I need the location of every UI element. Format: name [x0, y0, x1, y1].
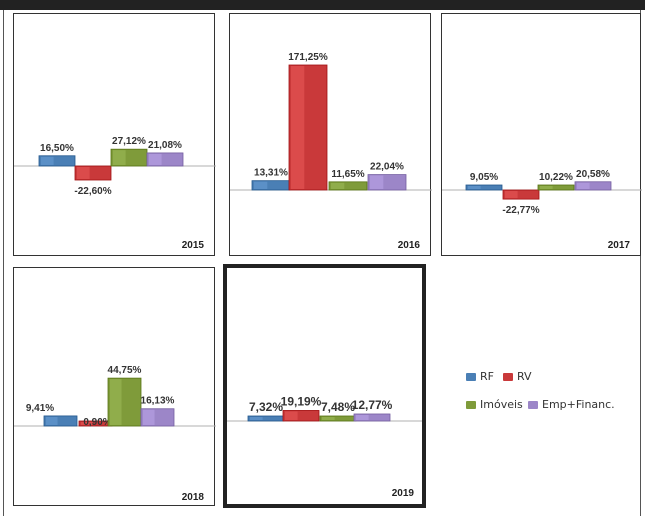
legend-item-emp-financ: Emp+Financ. — [528, 398, 615, 411]
year-label-2018: 2018 — [182, 492, 205, 503]
legend-swatch-emp-financ — [528, 400, 538, 409]
chart-panel-2016: 13,31% 171,25% 11,65% 22,04% 2016 — [229, 13, 432, 256]
bar-emp-financ-2019 — [353, 413, 391, 422]
bar-shine-emp-financ-2015 — [149, 153, 162, 165]
bar-shine-imoveis-2018 — [110, 379, 122, 425]
top-bar — [0, 0, 645, 10]
legend-item-imoveis: Imóveis — [466, 398, 523, 411]
bar-shine-imoveis-2017 — [540, 186, 553, 189]
data-label-rf-2015: 16,50% — [40, 143, 74, 154]
legend-swatch-rv — [503, 372, 513, 381]
bar-shine-imoveis-2016 — [331, 182, 345, 189]
legend-label-rf: RF — [480, 370, 494, 383]
bar-shine-rv-2017 — [505, 191, 518, 199]
chart-panel-2018: 9,41% 0,90% 44,75% 16,13% 2018 — [13, 267, 216, 506]
bar-rf-2015 — [38, 155, 76, 167]
legend-item-rv: RV — [503, 370, 532, 383]
data-label-emp-financ-2018: 16,13% — [141, 396, 175, 407]
bar-shine-emp-financ-2017 — [577, 182, 590, 189]
data-label-rv-2018: 0,90% — [83, 417, 111, 428]
data-label-emp-financ-2015: 21,08% — [148, 140, 182, 151]
data-label-imoveis-2016: 11,65% — [331, 169, 364, 180]
bar-emp-financ-2017 — [574, 181, 612, 191]
bar-emp-financ-2015 — [146, 152, 184, 167]
bar-emp-financ-2018 — [140, 408, 175, 427]
chart-legend: RF RV Imóveis Emp+Financ. — [463, 370, 643, 420]
legend-label-rv: RV — [517, 370, 532, 383]
bar-shine-imoveis-2019 — [322, 417, 335, 420]
bar-shine-emp-financ-2019 — [356, 414, 369, 420]
bar-imoveis-2016 — [328, 181, 368, 191]
bar-shine-rv-2019 — [285, 411, 298, 420]
bar-rv-2015 — [74, 165, 112, 181]
data-label-rf-2016: 13,31% — [254, 168, 288, 179]
bar-shine-imoveis-2015 — [113, 150, 126, 165]
legend-swatch-imoveis — [466, 400, 476, 409]
bar-emp-financ-2016 — [367, 174, 407, 191]
bar-imoveis-2017 — [537, 184, 575, 191]
data-label-imoveis-2017: 10,22% — [539, 172, 573, 183]
bar-shine-rf-2016 — [254, 181, 268, 189]
data-label-rf-2019: 7,32% — [249, 400, 283, 414]
legend-item-rf: RF — [466, 370, 494, 383]
chart-panel-2019: 7,32% 19,19% 7,48% 12,77% 2019 — [223, 264, 426, 508]
bar-shine-rf-2015 — [41, 156, 54, 165]
bar-chart-svg: 16,50% -22,60% 27,12% 21,08% 2015 — [14, 136, 216, 251]
bar-shine-rf-2017 — [468, 186, 481, 189]
legend-swatch-rf — [466, 372, 476, 381]
bar-rf-2018 — [43, 415, 78, 427]
data-label-imoveis-2015: 27,12% — [112, 136, 146, 147]
bar-imoveis-2018 — [107, 377, 142, 427]
data-label-imoveis-2018: 44,75% — [108, 365, 142, 376]
data-label-imoveis-2019: 7,48% — [321, 400, 355, 414]
chart-panel-2017: 9,05% -22,77% 10,22% 20,58% 2017 — [441, 13, 642, 256]
data-label-emp-financ-2019: 12,77% — [352, 398, 393, 412]
legend-label-imoveis: Imóveis — [480, 398, 523, 411]
data-label-rv-2019: 19,19% — [281, 394, 322, 408]
bar-chart-svg: 7,32%19,19% 7,48%12,77% 2019 — [227, 394, 422, 499]
data-label-rv-2015: -22,60% — [74, 186, 111, 197]
bar-rv-2016 — [288, 64, 328, 191]
bar-rv-2019 — [282, 410, 320, 422]
year-label-2017: 2017 — [608, 240, 631, 251]
legend-label-emp-financ: Emp+Financ. — [542, 398, 615, 411]
bar-rv-2017 — [502, 189, 540, 200]
year-label-2019: 2019 — [392, 488, 415, 499]
bar-shine-rv-2016 — [291, 66, 305, 189]
data-label-rv-2016: 171,25% — [288, 52, 328, 63]
bar-shine-rv-2018 — [81, 422, 93, 425]
data-label-emp-financ-2017: 20,58% — [576, 169, 610, 180]
bar-shine-rv-2015 — [77, 167, 90, 180]
bar-rf-2017 — [465, 184, 503, 191]
data-label-emp-financ-2016: 22,04% — [370, 162, 404, 173]
data-label-rf-2017: 9,05% — [470, 172, 498, 183]
year-label-2016: 2016 — [398, 240, 421, 251]
bar-chart-svg: 13,31% 171,25% 11,65% 22,04% 2016 — [230, 52, 432, 251]
page-frame — [3, 10, 641, 516]
bar-shine-rf-2018 — [46, 416, 58, 425]
chart-panel-2015: 16,50% -22,60% 27,12% 21,08% 2015 — [13, 13, 216, 256]
data-label-rv-2017: -22,77% — [502, 205, 539, 216]
bar-shine-emp-financ-2018 — [143, 409, 155, 425]
data-label-rf-2018: 9,41% — [26, 403, 54, 414]
bar-chart-svg: 9,41% 0,90% 44,75% 16,13% 2018 — [14, 365, 216, 503]
bar-shine-emp-financ-2016 — [370, 175, 384, 189]
year-label-2015: 2015 — [182, 240, 205, 251]
bar-shine-rf-2019 — [250, 417, 263, 420]
bar-chart-svg: 9,05% -22,77% 10,22% 20,58% 2017 — [442, 169, 642, 251]
